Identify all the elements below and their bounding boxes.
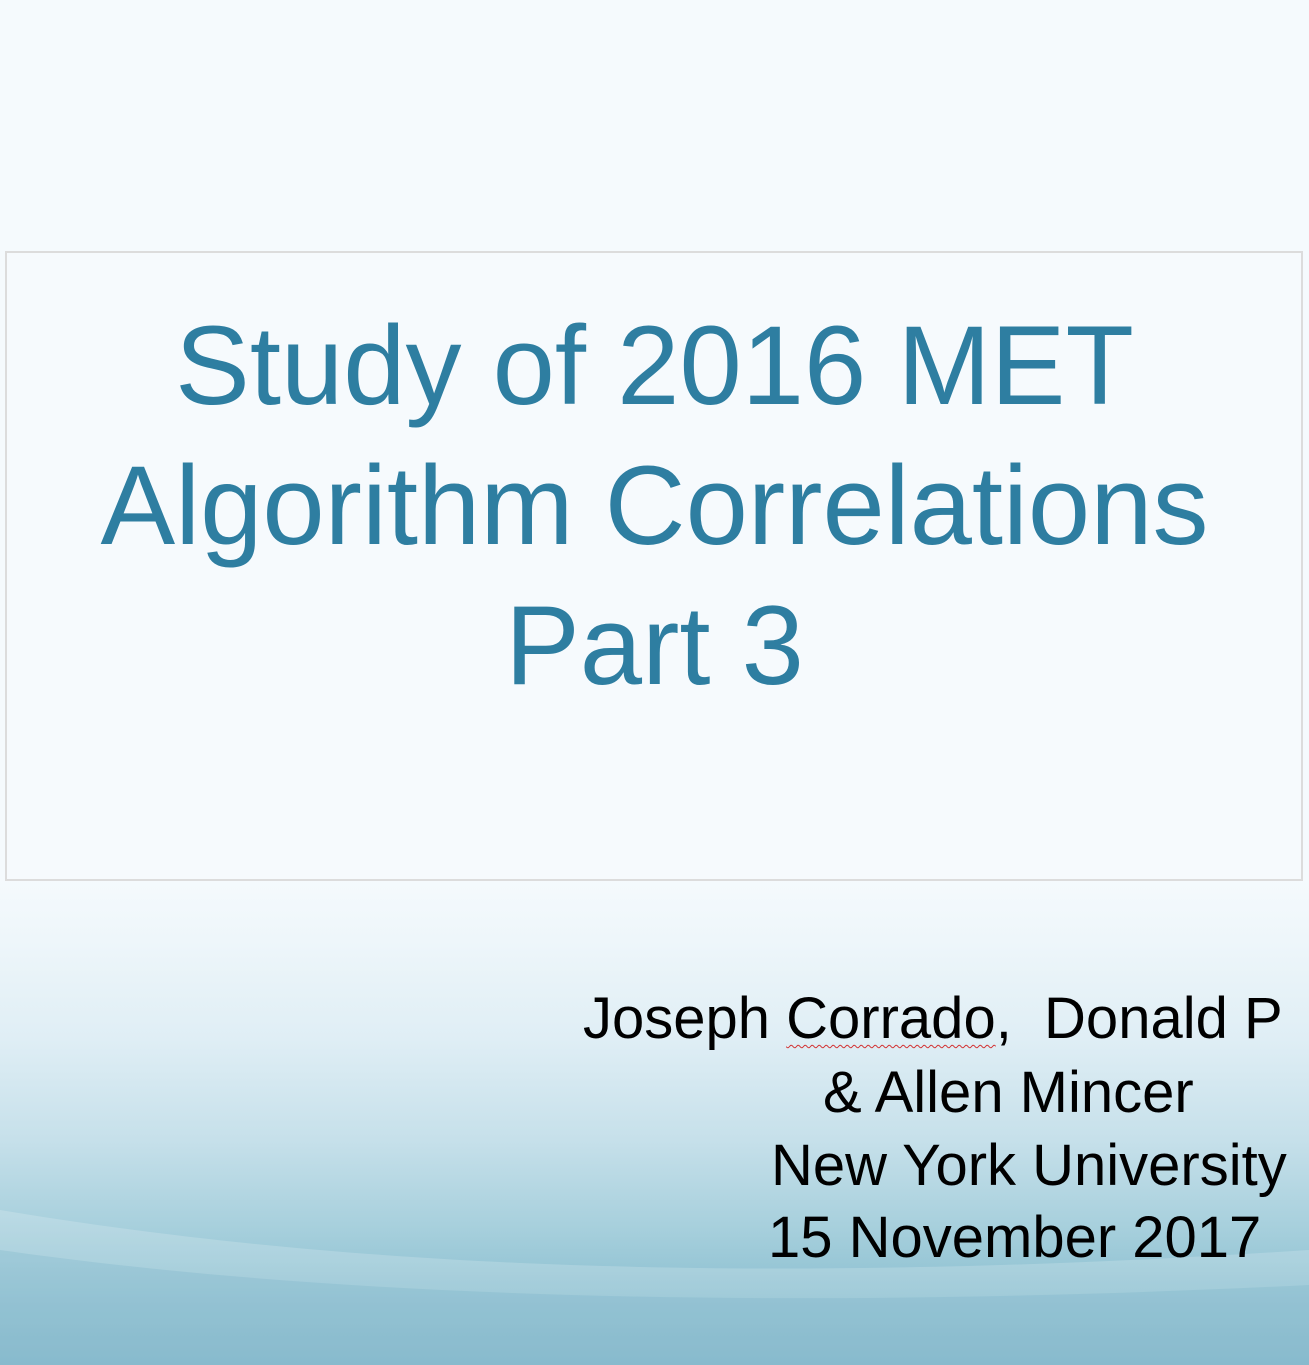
author-separator: ,: [995, 986, 1045, 1051]
authors-line-2: & Allen Mincer: [823, 1060, 1194, 1125]
author-first-name: Joseph: [583, 986, 771, 1051]
institution: New York University: [771, 1133, 1287, 1198]
background-wave: [0, 1210, 1309, 1365]
title-line-2: Algorithm Correlations: [100, 443, 1209, 568]
date: 15 November 2017: [768, 1205, 1262, 1270]
title-line-3: Part 3: [505, 583, 804, 708]
author-surname-spellcheck: Corrado: [786, 986, 996, 1051]
authors-line-1: Joseph Corrado, Donald P: [583, 990, 1283, 1048]
title-line-1: Study of 2016 MET: [175, 303, 1134, 428]
author-2: Donald P: [1044, 986, 1283, 1051]
title-placeholder: [5, 251, 1303, 881]
